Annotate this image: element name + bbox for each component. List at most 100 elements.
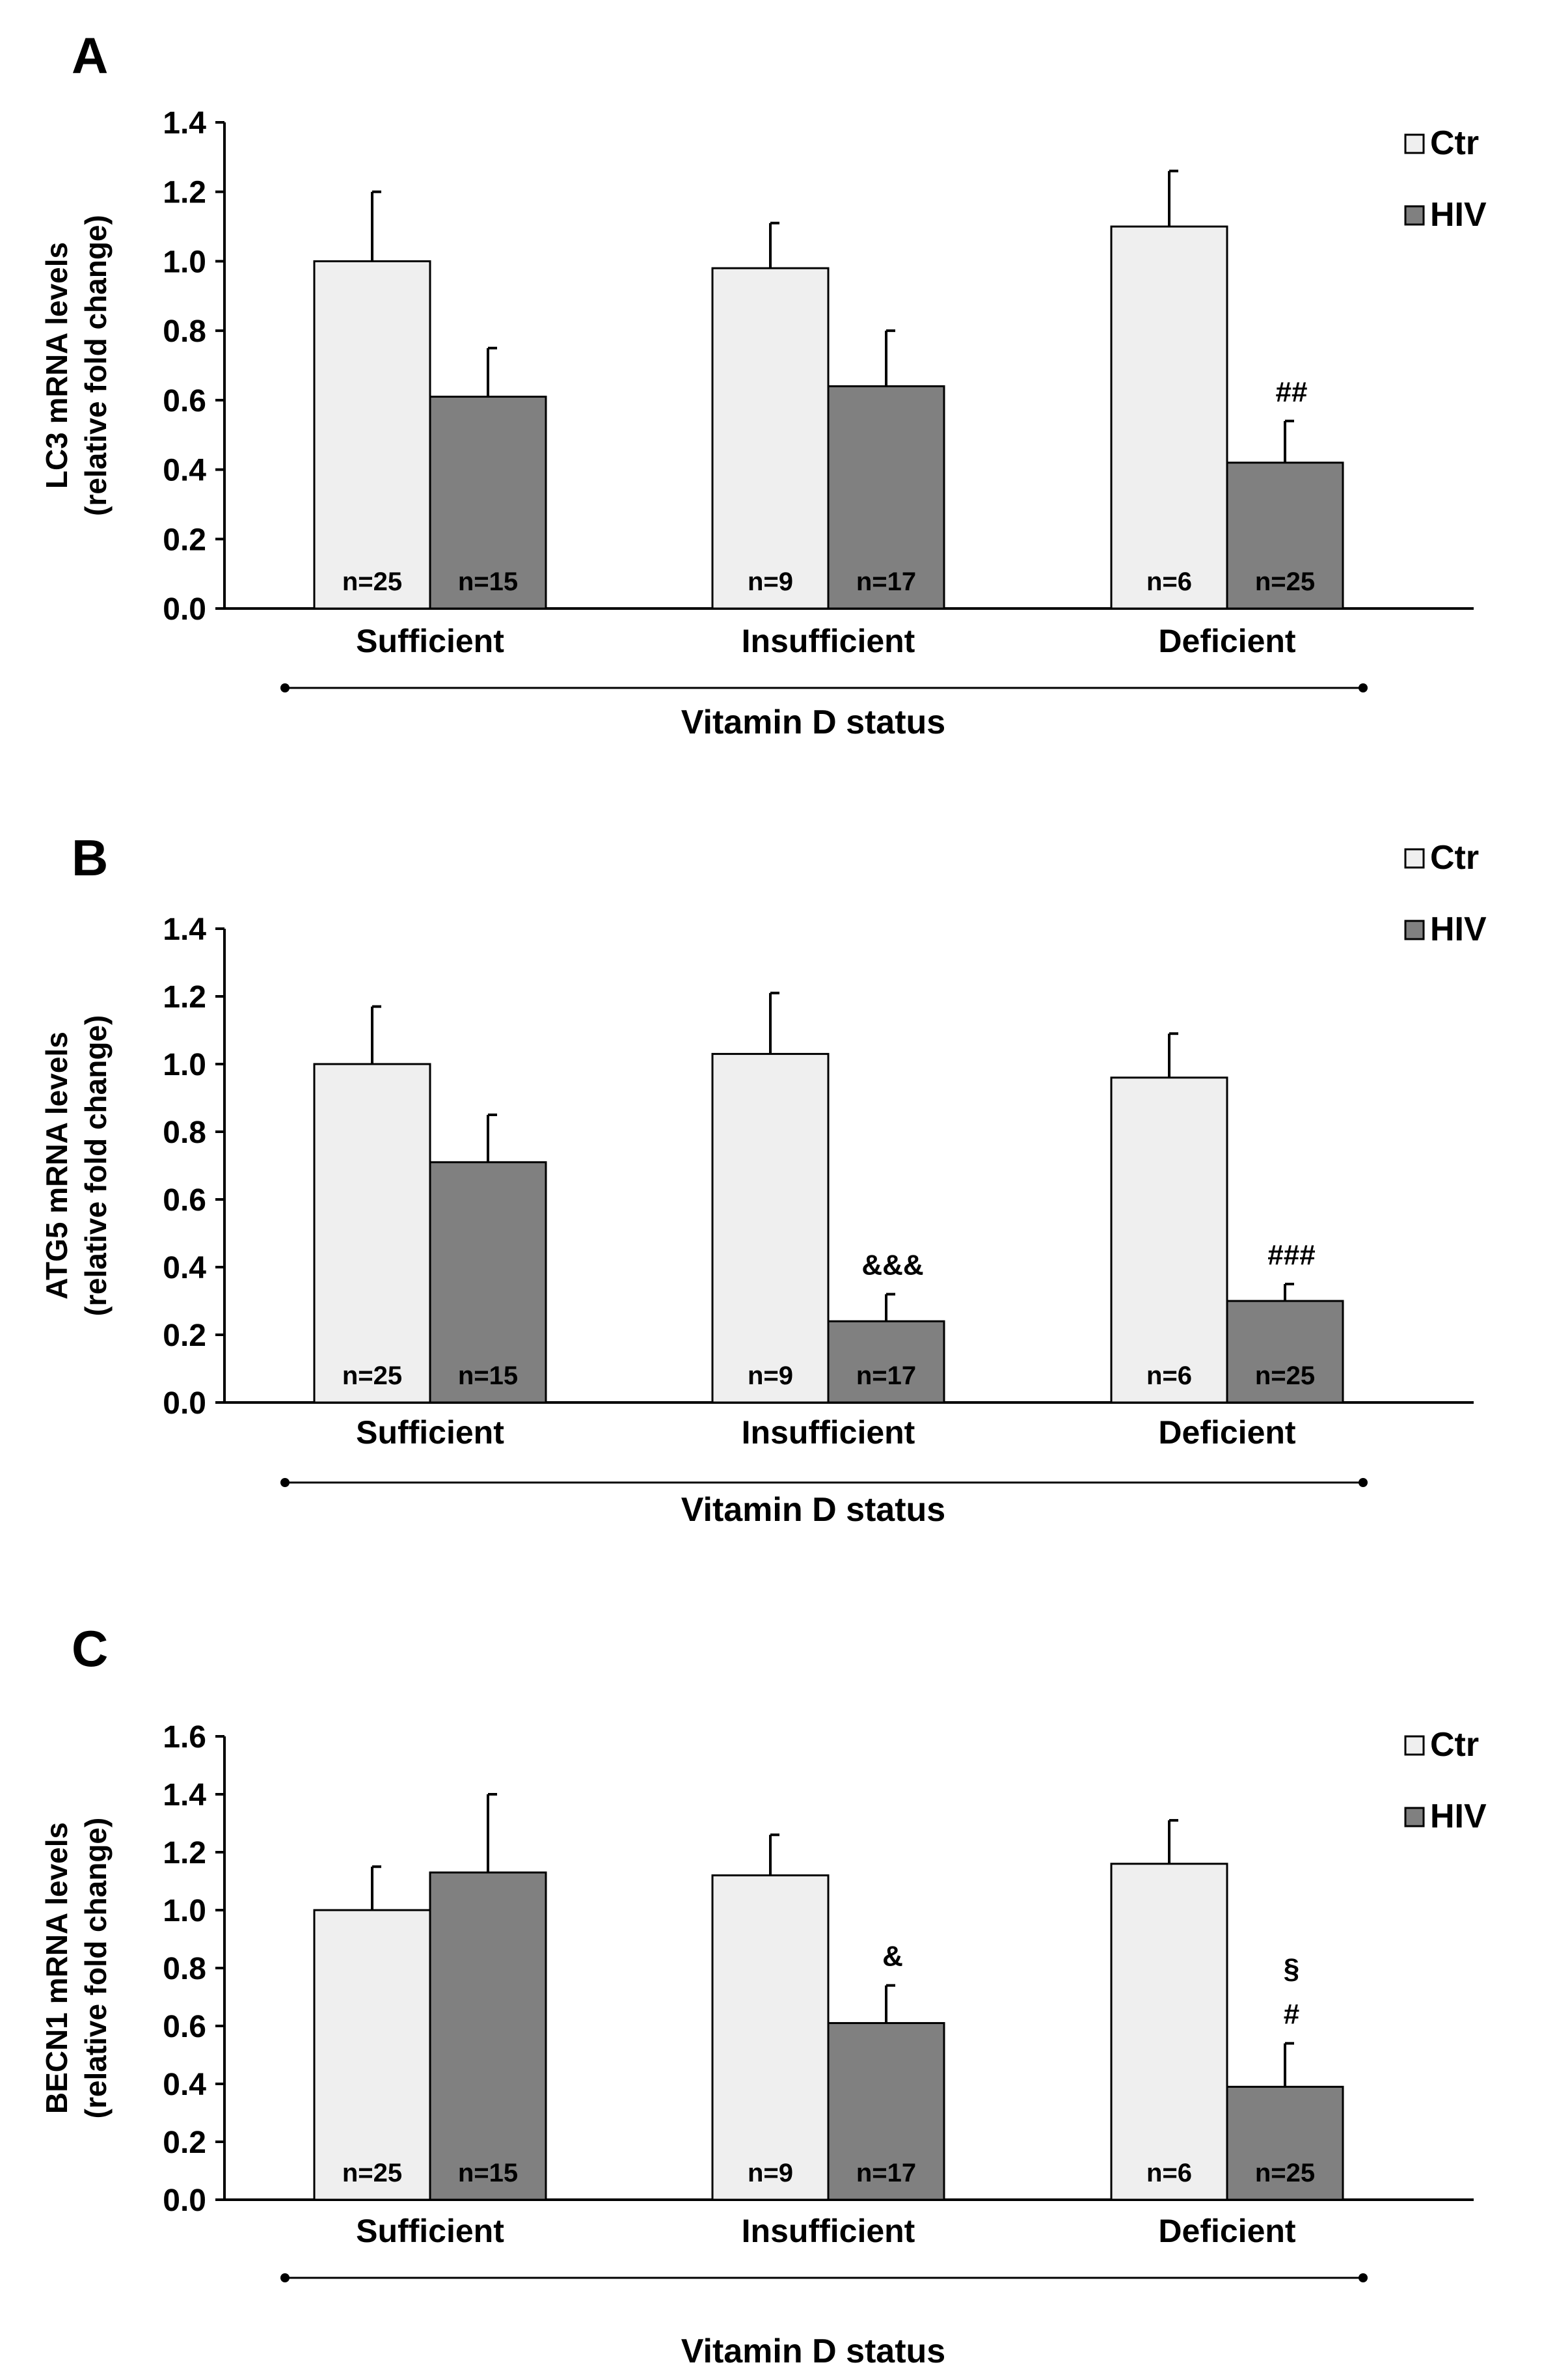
panel-c: C 0.0 0.2 0.4 0.6 0.8 1.0 1.2 1.4 1.6 BECN1 mRNA l…	[40, 1620, 1487, 2370]
arrow-end-right	[1359, 1478, 1368, 1487]
legend-label-ctr: Ctr	[1430, 1726, 1479, 1764]
y-axis-label: LC3 mRNA levels	[40, 242, 74, 489]
bar-ctr-deficient	[1110, 225, 1228, 610]
panel-letter: C	[72, 1620, 108, 1677]
y-tick-label: 0.8	[163, 314, 206, 349]
legend-swatch-ctr	[1404, 1735, 1425, 1756]
y-axis-label: BECN1 mRNA levels	[40, 1822, 74, 2114]
bar-hiv-sufficient	[429, 1871, 547, 2201]
y-tick-label: 0.0	[163, 592, 206, 627]
panel-letter: A	[72, 27, 108, 84]
panel-b: B 0.0 0.2 0.4 0.6 0.8 1.0 1.2 1.4 ATG5 mRNA level…	[40, 829, 1487, 1529]
category-label: Deficient	[1158, 1414, 1296, 1451]
legend-label-hiv: HIV	[1430, 910, 1487, 948]
bar-hiv-sufficient	[429, 396, 547, 610]
y-tick-label: 0.4	[163, 1251, 206, 1285]
x-axis-label: Vitamin D status	[681, 2332, 945, 2370]
y-tick-label: 1.2	[163, 176, 206, 210]
y-tick-label: 0.6	[163, 1183, 206, 1218]
category-label: Insufficient	[742, 2213, 915, 2249]
legend-label-hiv: HIV	[1430, 196, 1487, 234]
y-tick-label: 0.0	[163, 1386, 206, 1421]
bar-ctr-insufficient	[711, 1052, 830, 1404]
significance-annotation: ##	[1276, 376, 1308, 408]
n-label: n=9	[748, 1361, 793, 1390]
n-label: n=15	[458, 2159, 518, 2187]
n-label: n=9	[748, 2159, 793, 2187]
n-label: n=25	[342, 2159, 402, 2187]
y-tick-label: 0.2	[163, 1319, 206, 1353]
y-tick-label: 0.4	[163, 2068, 206, 2102]
n-label: n=9	[748, 568, 793, 596]
panel-a: A 0.0 0.2 0.4 0.6 0.8 1.0 1.2 1.4 LC3 mRNA levels…	[40, 27, 1487, 741]
legend-swatch-hiv	[1404, 205, 1425, 226]
y-axis-label-units: (relative fold change)	[79, 1818, 113, 2119]
y-axis-label-units: (relative fold change)	[79, 215, 113, 516]
n-label: n=6	[1146, 2159, 1192, 2187]
y-tick-label: 0.0	[163, 2183, 206, 2218]
n-label: n=25	[342, 568, 402, 596]
n-label: n=25	[1255, 568, 1315, 596]
y-tick-label: 1.4	[163, 106, 206, 141]
legend-swatch-ctr	[1404, 133, 1425, 154]
n-label: n=6	[1146, 568, 1192, 596]
arrow-end-left	[280, 683, 290, 692]
n-label: n=25	[1255, 1361, 1315, 1390]
x-axis-label: Vitamin D status	[681, 704, 945, 741]
category-label: Insufficient	[742, 1414, 915, 1451]
y-axis-label: ATG5 mRNA levels	[40, 1032, 74, 1300]
significance-annotation: &	[882, 1941, 903, 1973]
bar-hiv-insufficient	[827, 2022, 945, 2201]
y-tick-label: 1.6	[163, 1720, 206, 1755]
category-label: Insufficient	[742, 623, 915, 659]
significance-annotation: #	[1284, 1999, 1299, 2031]
bar-hiv-deficient	[1226, 1300, 1344, 1404]
legend-label-ctr: Ctr	[1430, 839, 1479, 877]
n-label: n=17	[856, 568, 916, 596]
bar-ctr-insufficient	[711, 1874, 830, 2201]
bar-hiv-sufficient	[429, 1161, 547, 1404]
bar-hiv-deficient	[1226, 461, 1344, 610]
legend-swatch-hiv	[1404, 920, 1425, 940]
category-label: Deficient	[1158, 2213, 1296, 2249]
y-tick-label: 1.0	[163, 1894, 206, 1928]
y-axis-label-units: (relative fold change)	[79, 1015, 113, 1317]
n-label: n=15	[458, 568, 518, 596]
y-tick-label: 0.8	[163, 1115, 206, 1150]
y-tick-label: 0.4	[163, 454, 206, 488]
n-label: n=25	[342, 1361, 402, 1390]
y-tick-label: 0.2	[163, 2126, 206, 2160]
bar-ctr-sufficient	[313, 1909, 431, 2201]
bar-ctr-deficient	[1110, 1863, 1228, 2201]
x-axis-label: Vitamin D status	[681, 1491, 945, 1529]
y-tick-label: 1.4	[163, 912, 206, 947]
significance-annotation: &&&	[861, 1250, 923, 1281]
arrow-end-left	[280, 1478, 290, 1487]
bar-hiv-deficient	[1226, 2085, 1344, 2201]
y-tick-label: 1.0	[163, 245, 206, 279]
bar-ctr-sufficient	[313, 1063, 431, 1404]
n-label: n=25	[1255, 2159, 1315, 2187]
arrow-end-right	[1359, 2273, 1368, 2282]
y-tick-label: 0.6	[163, 2010, 206, 2044]
category-label: Sufficient	[356, 1414, 504, 1451]
n-label: n=15	[458, 1361, 518, 1390]
bar-ctr-sufficient	[313, 260, 431, 610]
legend-swatch-ctr	[1404, 848, 1425, 869]
legend-label-ctr: Ctr	[1430, 124, 1479, 162]
arrow-end-left	[280, 2273, 290, 2282]
y-tick-label: 0.8	[163, 1952, 206, 1986]
y-tick-label: 0.2	[163, 523, 206, 557]
legend-swatch-hiv	[1404, 1807, 1425, 1827]
significance-annotation: ###	[1267, 1239, 1315, 1271]
legend-label-hiv: HIV	[1430, 1798, 1487, 1835]
y-tick-label: 0.6	[163, 384, 206, 418]
y-tick-label: 1.2	[163, 980, 206, 1015]
category-label: Deficient	[1158, 623, 1296, 659]
y-tick-label: 1.2	[163, 1836, 206, 1870]
significance-annotation: §	[1284, 1953, 1299, 1985]
bar-ctr-deficient	[1110, 1076, 1228, 1404]
bar-ctr-insufficient	[711, 267, 830, 610]
panel-letter: B	[72, 829, 108, 886]
